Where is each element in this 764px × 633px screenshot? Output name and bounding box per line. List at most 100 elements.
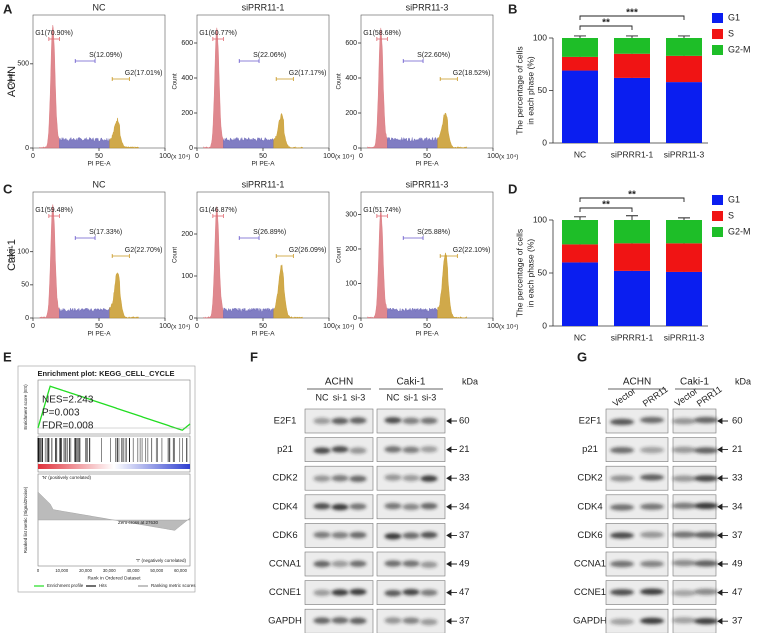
band (420, 618, 438, 626)
protein-label: E2F1 (274, 416, 297, 427)
histogram-area (387, 307, 438, 319)
y-tick-label: 200 (345, 110, 357, 117)
gate-label: G2(22.10%) (453, 247, 491, 254)
band (672, 589, 696, 597)
band (420, 475, 438, 482)
gsea-axis-label: Rank in Ordered Dataset (87, 575, 141, 581)
band (313, 417, 331, 425)
plot-title: NC (93, 2, 106, 12)
x-axis-unit: (x 10⁴) (171, 154, 190, 161)
band (313, 475, 331, 482)
protein-label: CDK4 (272, 501, 297, 512)
y-tick-label: 0 (25, 315, 29, 322)
legend-swatch (712, 13, 723, 23)
band (349, 475, 367, 483)
significance-bracket (579, 25, 633, 30)
plot-title: NC (93, 179, 106, 189)
gate-label: G2(22.70%) (125, 247, 163, 254)
legend-swatch (712, 227, 723, 237)
band (402, 503, 420, 511)
significance-label: ** (602, 200, 610, 211)
row-label: Caki-1 (6, 239, 18, 271)
band (402, 560, 420, 567)
gate-label: G1(60.77%) (199, 30, 237, 37)
y-tick-label: 0 (25, 145, 29, 152)
kda-arrow (717, 474, 728, 482)
gate-label: G1(59.48%) (35, 207, 73, 214)
protein-label: CCNE1 (269, 587, 301, 598)
band (420, 417, 438, 424)
x-axis-label: PI PE-A (415, 161, 439, 168)
y-axis-label: Count (9, 73, 15, 89)
panel-letter: C (3, 181, 13, 196)
band (331, 475, 349, 482)
kda-label: 37 (732, 530, 743, 541)
band (331, 560, 349, 568)
x-axis-label: PI PE-A (251, 161, 275, 168)
x-tick-label: siPRR11-3 (664, 149, 705, 159)
kda-label: 37 (732, 616, 743, 627)
rank-gradient (38, 464, 190, 469)
band (331, 446, 349, 453)
band (349, 560, 367, 567)
y-tick-label: 200 (181, 110, 193, 117)
protein-label: CDK2 (577, 473, 602, 484)
gate-label: S(22.60%) (417, 52, 450, 59)
kda-label: 60 (732, 416, 743, 427)
x-tick-label: 0 (31, 153, 35, 160)
gate-label: G2(26.09%) (289, 247, 327, 254)
y-tick-label: 50 (21, 282, 29, 289)
histogram-area (109, 272, 139, 319)
blot-unit: kDa (735, 376, 751, 386)
y-axis-label: The percentage of cells (514, 46, 524, 134)
histogram-area (367, 210, 388, 319)
gsea-frame (17, 365, 196, 593)
gsea-x-tick: 40,000 (127, 568, 140, 573)
blot-unit: kDa (462, 376, 478, 386)
histogram-area (437, 252, 467, 319)
x-tick-label: siPRR11-3 (664, 332, 705, 342)
gate-label: G1(58.68%) (363, 30, 401, 37)
kda-label: 21 (732, 444, 743, 455)
lane-label: PRR11 (641, 384, 670, 408)
gsea-x-tick: 10,000 (55, 568, 68, 573)
kda-arrow (717, 560, 728, 568)
kda-arrow (717, 417, 728, 425)
band (384, 533, 402, 540)
protein-label: p21 (582, 444, 598, 455)
y-tick-label: 200 (345, 246, 357, 253)
band (420, 446, 438, 453)
panel-letter: D (508, 181, 517, 196)
gsea-legend-label: Ranking metric scores (151, 583, 196, 588)
kda-label: 49 (459, 559, 470, 570)
lane-label: si-1 (404, 392, 419, 402)
band (640, 474, 664, 481)
histogram-area (367, 27, 388, 149)
gsea-axis-label: Ranked list metric (Signal2Noise) (23, 486, 28, 553)
y-axis-label: Count (337, 73, 343, 89)
band (384, 589, 402, 597)
band (384, 617, 402, 624)
x-tick-label: 100 (487, 323, 499, 330)
band (640, 560, 664, 568)
protein-label: CCNA1 (574, 559, 606, 570)
panel-letter: F (250, 349, 258, 364)
gate-label: G1(51.74%) (363, 207, 401, 214)
band (331, 617, 349, 624)
panel-letter: E (3, 349, 12, 364)
bar-segment (614, 38, 650, 54)
bar-segment (614, 243, 650, 271)
es-curve (37, 385, 191, 431)
plot-title: siPRR11-1 (242, 2, 285, 12)
legend-label: G1 (728, 194, 740, 204)
band (349, 417, 367, 424)
x-axis-unit: (x 10⁴) (499, 154, 518, 161)
kda-label: 33 (459, 473, 470, 484)
y-tick-label: 100 (181, 273, 193, 280)
lane-label: si-3 (422, 392, 437, 402)
band (610, 589, 634, 596)
gate-label: S(22.06%) (253, 52, 286, 59)
panel-letter: B (508, 1, 517, 16)
x-tick-label: 100 (323, 153, 335, 160)
bar-segment (562, 262, 598, 326)
